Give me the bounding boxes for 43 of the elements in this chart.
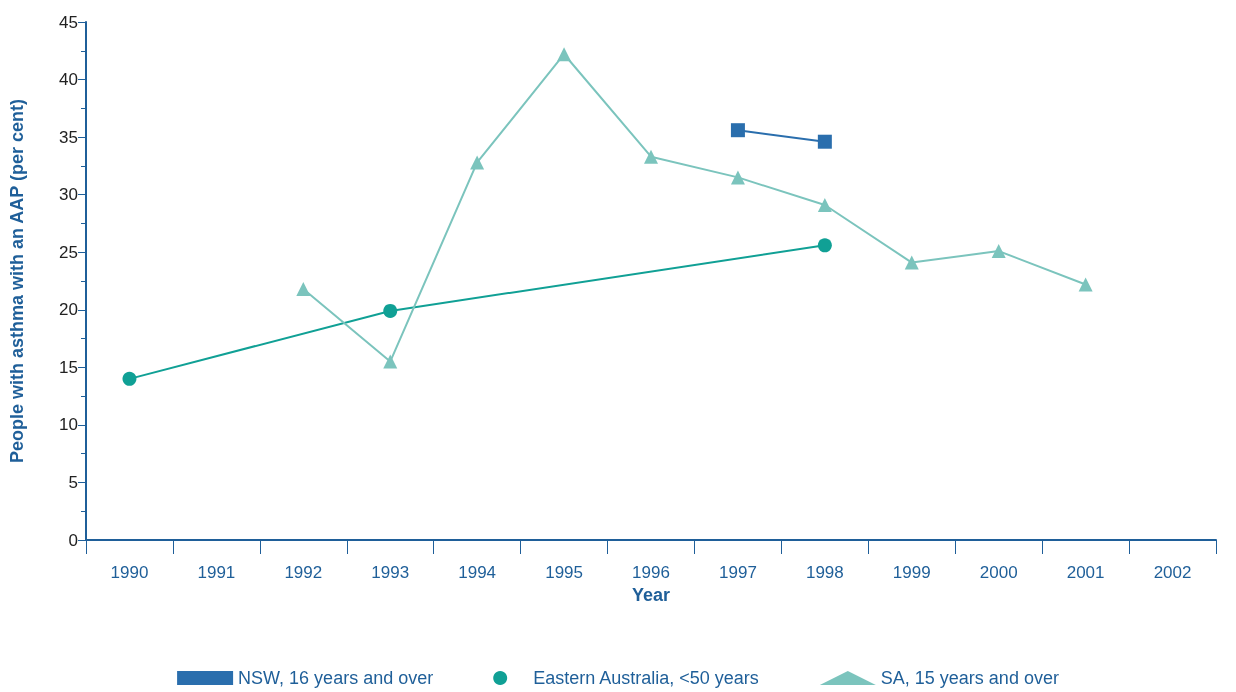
y-tick-label: 20 <box>59 300 78 320</box>
y-tick-label: 40 <box>59 70 78 90</box>
point <box>817 238 832 253</box>
point <box>383 354 398 369</box>
point <box>383 303 398 318</box>
point <box>644 149 658 164</box>
x-tick-label: 1999 <box>892 563 931 582</box>
x-tick-label: 1998 <box>805 563 844 582</box>
x-tick-label: 1995 <box>545 563 583 582</box>
x-tick-label: 1992 <box>284 563 323 582</box>
point <box>557 47 572 62</box>
point <box>1078 277 1093 292</box>
legend-label: SA, 15 years and over <box>880 668 1059 688</box>
x-tick-label: 1997 <box>719 563 757 582</box>
x-tick-label: 2002 <box>1153 563 1192 582</box>
y-tick-label: 35 <box>59 127 78 147</box>
y-tick-label: 45 <box>59 12 78 32</box>
x-tick-label: 2000 <box>979 563 1018 582</box>
x-axis-title: Year <box>631 584 671 605</box>
point <box>730 170 745 185</box>
legend-label: NSW, 16 years and over <box>238 668 434 688</box>
x-tick-label: 1994 <box>458 563 497 582</box>
y-axis-title: People with asthma with an AAP (per cent) <box>7 98 27 464</box>
point <box>904 255 919 270</box>
x-tick-label: 2001 <box>1066 563 1105 582</box>
x-tick-label: 1996 <box>632 563 670 582</box>
x-tick-label: 1991 <box>197 563 236 582</box>
x-tick-label: 1990 <box>110 563 149 582</box>
y-tick-label: 10 <box>59 415 78 435</box>
y-tick-label: 25 <box>59 242 78 262</box>
point <box>817 134 832 149</box>
legend-label: Eastern Australia, <50 years <box>533 668 759 688</box>
y-tick-label: 30 <box>59 185 78 205</box>
y-tick-label: 0 <box>68 530 78 550</box>
point <box>991 244 1006 259</box>
point <box>817 198 832 213</box>
point <box>730 123 745 138</box>
x-tick-label: 1993 <box>371 563 410 582</box>
point <box>470 155 485 170</box>
y-tick-label: 15 <box>59 357 78 377</box>
point <box>122 371 137 386</box>
y-tick-label: 5 <box>68 472 78 492</box>
point <box>296 282 311 297</box>
